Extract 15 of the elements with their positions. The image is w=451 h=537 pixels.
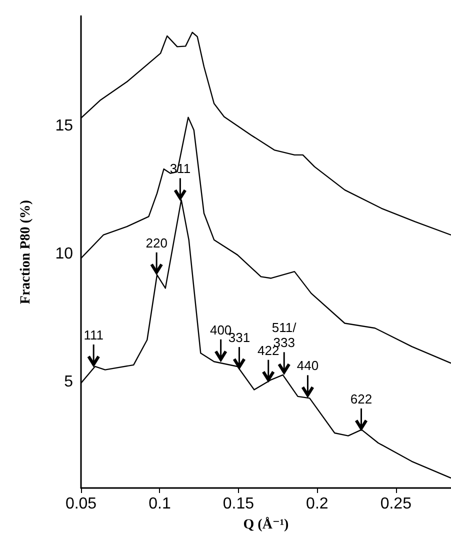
- x-tick-label: 0.1: [148, 496, 171, 512]
- annotation: 111: [84, 327, 104, 342]
- y-tick-label: 15: [55, 118, 74, 135]
- annotation: 400: [210, 322, 232, 338]
- x-tick-label: 0.05: [65, 496, 97, 512]
- annotation: 622: [350, 391, 372, 406]
- y-tick-label: 10: [55, 245, 74, 262]
- x-tick-label: 0.2: [306, 496, 328, 512]
- x-axis-title: Q (Å⁻¹): [243, 516, 290, 532]
- x-tick-label: 0.25: [380, 496, 412, 512]
- annotation: 220: [146, 235, 168, 250]
- annotation: 440: [296, 358, 319, 374]
- y-axis-title: Fraction P80 (%): [18, 200, 34, 304]
- x-tick-label: 0.15: [222, 496, 254, 512]
- y-tick-label: 5: [64, 373, 74, 390]
